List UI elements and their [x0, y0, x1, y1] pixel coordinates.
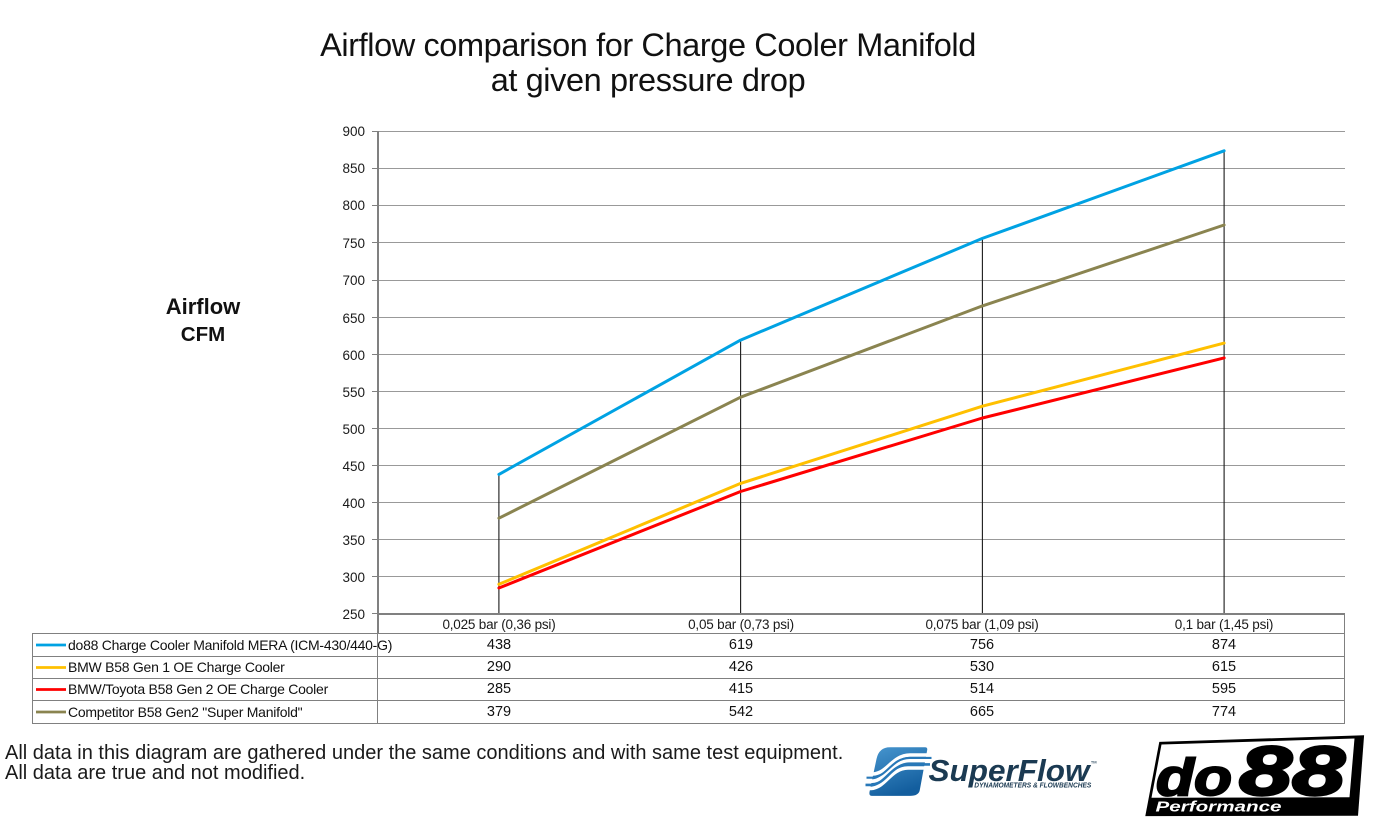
svg-text:Performance: Performance	[1156, 799, 1282, 816]
svg-text:DYNAMOMETERS & FLOWBENCHES: DYNAMOMETERS & FLOWBENCHES	[974, 780, 1091, 789]
svg-text:™: ™	[1091, 761, 1098, 768]
svg-text:SuperFlow: SuperFlow	[929, 753, 1092, 788]
svg-text:do: do	[1156, 749, 1232, 807]
svg-text:88: 88	[1239, 732, 1345, 810]
